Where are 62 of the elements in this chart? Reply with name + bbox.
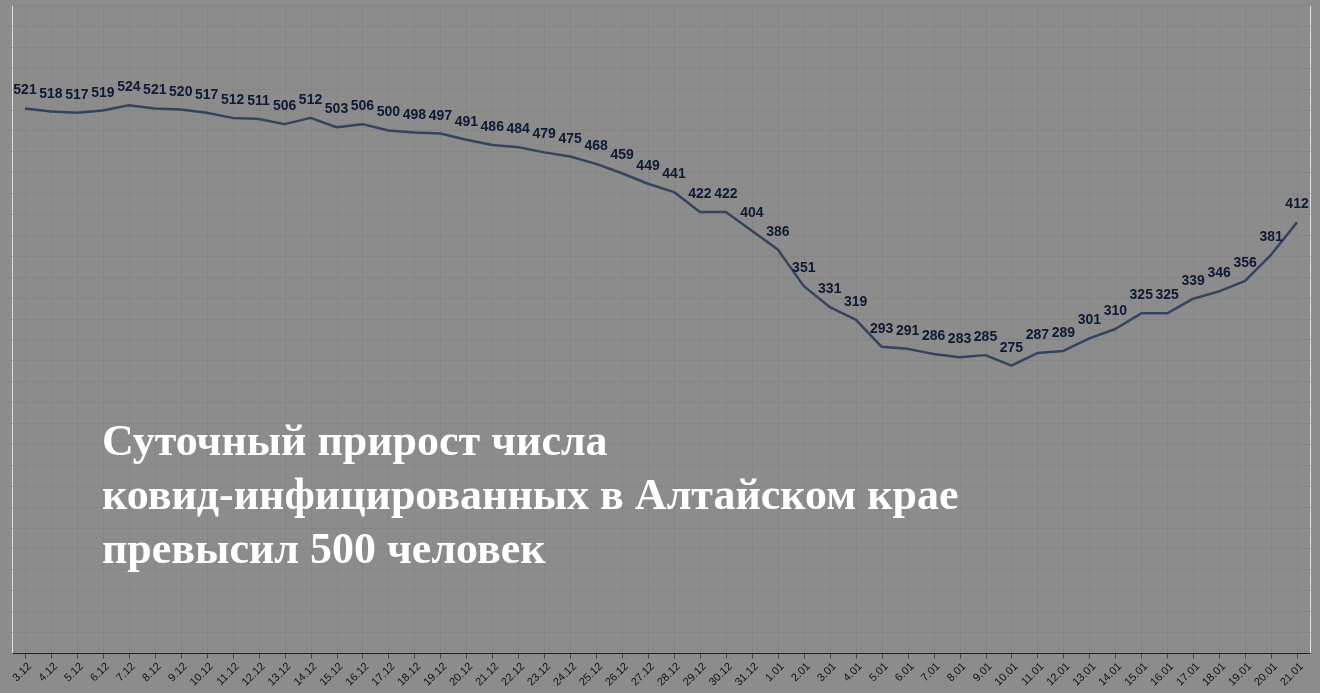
x-tick-label: 8.01 — [944, 659, 968, 684]
data-label: 519 — [91, 83, 115, 100]
x-tick-label: 6.01 — [892, 659, 916, 684]
data-label: 524 — [117, 78, 141, 95]
data-label: 346 — [1207, 264, 1232, 281]
data-label: 291 — [895, 321, 920, 338]
data-label: 484 — [506, 120, 531, 137]
data-label: 512 — [298, 90, 323, 107]
x-tick-label: 6.12 — [87, 659, 112, 684]
data-label: 422 — [688, 184, 712, 201]
data-label: 498 — [402, 105, 427, 122]
data-label: 339 — [1181, 271, 1206, 288]
data-label: 512 — [220, 90, 245, 107]
data-label: 310 — [1103, 302, 1128, 318]
data-label: 325 — [1129, 286, 1154, 303]
data-label: 503 — [324, 100, 349, 117]
data-label: 404 — [740, 203, 764, 220]
data-label: 506 — [272, 97, 297, 114]
data-label: 441 — [662, 165, 686, 182]
x-tick-label: 3.12 — [9, 659, 34, 684]
data-label: 422 — [714, 184, 738, 201]
data-label: 356 — [1233, 253, 1257, 270]
data-label: 511 — [247, 91, 271, 108]
data-label: 449 — [636, 156, 660, 173]
text: Суточный прирост числа ковид-инфицированных в Алтайском крае превысил 500 человек — [102, 416, 959, 573]
data-label: 486 — [480, 118, 505, 135]
x-tick-label: 4.01 — [840, 659, 864, 684]
x-tick-label: 5.12 — [61, 659, 86, 684]
data-label: 319 — [844, 292, 868, 309]
data-label: 412 — [1285, 195, 1309, 212]
data-label: 517 — [195, 85, 219, 102]
x-tick-label: 3.01 — [814, 659, 839, 684]
data-label: 521 — [13, 81, 37, 98]
data-label: 500 — [376, 103, 401, 120]
data-label: 293 — [869, 319, 894, 336]
data-label: 351 — [792, 259, 816, 276]
data-label: 275 — [999, 338, 1024, 355]
data-label: 287 — [1025, 326, 1050, 343]
data-label: 286 — [921, 327, 946, 344]
data-label: 289 — [1051, 323, 1076, 340]
data-label: 491 — [454, 112, 479, 129]
data-label: 301 — [1077, 311, 1102, 328]
data-label: 518 — [39, 84, 63, 101]
data-label: 386 — [766, 222, 790, 239]
x-tick-label: 5.01 — [866, 659, 890, 684]
data-label: 381 — [1259, 227, 1283, 244]
data-label: 285 — [973, 328, 998, 345]
data-label: 468 — [584, 136, 608, 153]
x-tick-label: 9.01 — [970, 659, 994, 684]
data-label: 331 — [818, 280, 842, 297]
data-label: 283 — [947, 330, 972, 347]
data-label: 475 — [558, 129, 583, 146]
data-label: 479 — [532, 125, 557, 142]
data-label: 325 — [1155, 286, 1180, 303]
data-label: 497 — [428, 106, 453, 123]
x-tick-label: 7.01 — [918, 659, 942, 684]
data-label: 520 — [169, 82, 193, 99]
data-label: 506 — [350, 97, 375, 114]
x-tick-label: 4.12 — [35, 659, 60, 684]
data-label: 521 — [143, 81, 167, 98]
data-label: 459 — [610, 146, 634, 163]
data-label: 517 — [65, 85, 89, 102]
